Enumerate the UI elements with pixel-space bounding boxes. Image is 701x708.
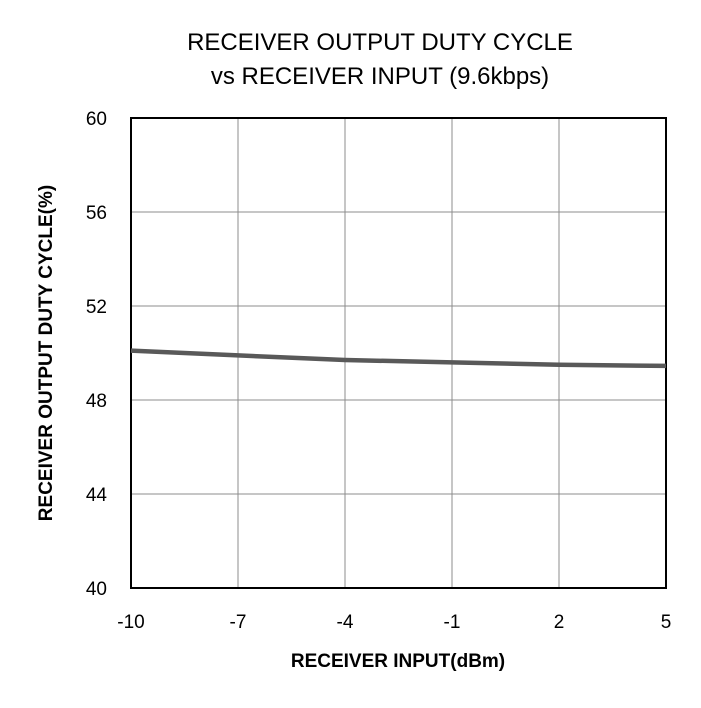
x-tick-label: -7 bbox=[230, 612, 247, 633]
x-tick-label: -1 bbox=[444, 612, 461, 633]
y-axis-ticks: 40 44 48 52 56 60 bbox=[86, 109, 108, 600]
series-line bbox=[130, 348, 667, 369]
x-axis-ticks: -10 -7 -4 -1 2 5 bbox=[117, 612, 671, 633]
x-tick-label: -4 bbox=[337, 612, 354, 633]
plot-area-border bbox=[130, 117, 667, 589]
y-tick-label: 40 bbox=[86, 579, 107, 600]
y-tick-label: 60 bbox=[86, 109, 107, 130]
y-tick-label: 56 bbox=[86, 203, 107, 224]
y-tick-label: 48 bbox=[86, 391, 107, 412]
chart-title-line1: RECEIVER OUTPUT DUTY CYCLE bbox=[187, 29, 573, 56]
x-tick-label: -10 bbox=[117, 612, 144, 633]
chart-title-line2: vs RECEIVER INPUT (9.6kbps) bbox=[211, 63, 549, 90]
y-axis-label: RECEIVER OUTPUT DUTY CYCLE(%) bbox=[36, 185, 57, 521]
y-tick-label: 44 bbox=[86, 485, 108, 506]
x-tick-label: 2 bbox=[554, 612, 565, 633]
x-axis-label: RECEIVER INPUT(dBm) bbox=[291, 651, 505, 672]
y-tick-label: 52 bbox=[86, 297, 107, 318]
series-group bbox=[130, 348, 667, 369]
x-tick-label: 5 bbox=[661, 612, 672, 633]
